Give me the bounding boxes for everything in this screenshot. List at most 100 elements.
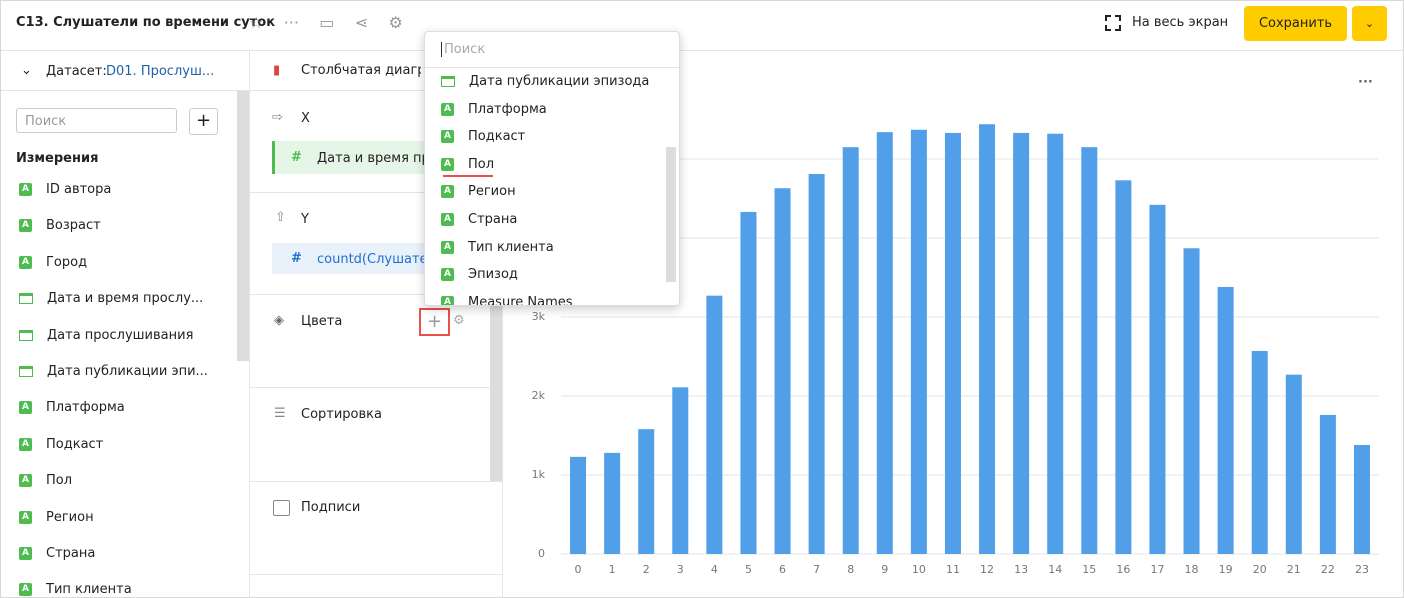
field-item[interactable]: A Measure Names [441, 295, 573, 305]
bar [1285, 374, 1302, 554]
save-menu[interactable]: ⌄ [1352, 6, 1387, 41]
x-tick-label: 10 [912, 563, 926, 576]
field-label: Пол [468, 156, 495, 172]
field-item[interactable]: A Возраст [19, 218, 101, 233]
type-icon: A [19, 401, 32, 415]
x-tick-label: 9 [881, 563, 888, 576]
field-label: Возраст [46, 218, 101, 234]
type-icon: A [19, 255, 32, 269]
fullscreen-button[interactable]: На весь экран [1132, 15, 1229, 30]
bar [944, 132, 961, 554]
bar [638, 429, 655, 554]
arrow-icon: ⇧ [275, 210, 286, 225]
chart-kind[interactable]: Столбчатая диаграм [301, 63, 421, 78]
chart-icon: ▮ [273, 63, 281, 78]
field-label: Подкаст [46, 436, 104, 452]
chevron[interactable]: ⌄ [21, 63, 32, 78]
divider [425, 67, 679, 68]
field-item[interactable]: A Страна [441, 212, 517, 227]
section-title: X [301, 111, 310, 126]
field-label: Дата публикации эпизода [469, 74, 650, 89]
divider [250, 90, 490, 91]
add-color[interactable]: + [419, 308, 450, 336]
field-label: Дата и время прос [317, 151, 445, 166]
x-tick-label: 18 [1185, 563, 1199, 576]
field-item[interactable]: A Регион [19, 510, 94, 525]
field-label: Страна [46, 546, 96, 561]
field-item[interactable]: Дата прослушивания [19, 328, 193, 343]
x-tick-label: 19 [1219, 563, 1233, 576]
x-tick-label: 23 [1355, 563, 1369, 576]
field-item[interactable]: A Платформа [441, 102, 547, 117]
date-icon [19, 329, 33, 341]
settings-icon[interactable]: ⚙ [453, 313, 465, 328]
field-item[interactable]: A Платформа [19, 400, 125, 415]
field-item[interactable]: A Город [19, 255, 87, 270]
bar [1013, 132, 1030, 554]
type-icon: A [19, 510, 32, 524]
field-label: Пол [46, 473, 73, 489]
field-item[interactable]: A Подкаст [19, 437, 103, 452]
save-button[interactable]: Сохранить [1244, 6, 1347, 41]
bar [1149, 204, 1166, 554]
field-item[interactable]: A Регион [441, 184, 516, 199]
section-title: Сортировка [301, 407, 382, 422]
field-item[interactable]: Дата публикации эпи... [19, 364, 208, 379]
type-icon: A [19, 474, 32, 488]
field-label: Регион [468, 184, 516, 200]
chart-menu[interactable]: ··· [1358, 75, 1373, 90]
field-item[interactable]: A Пол [19, 473, 72, 488]
field-item[interactable]: A Тип клиента [19, 582, 132, 597]
field-item[interactable]: Дата и время прослу... [19, 291, 203, 306]
bar [1081, 147, 1098, 554]
x-tick-label: 17 [1150, 563, 1164, 576]
x-tick-label: 5 [745, 563, 752, 576]
field-icon: # [291, 251, 302, 266]
bar [1319, 414, 1336, 554]
x-tick-label: 12 [980, 563, 994, 576]
x-tick-label: 4 [711, 563, 718, 576]
toolbar-icons[interactable]: ☆ ··· ▭ ⋖ ⚙ [249, 13, 403, 32]
x-tick-label: 1 [609, 563, 616, 576]
field-label: Регион [46, 509, 94, 525]
dropdown-search[interactable]: Поиск [441, 42, 485, 57]
bar [842, 147, 859, 554]
header [1, 1, 1403, 51]
field-label: Дата публикации эпи... [47, 364, 208, 379]
field-item[interactable]: A Страна [19, 546, 95, 561]
bar [706, 295, 723, 554]
add-button[interactable]: + [189, 108, 218, 135]
section-title: Y [301, 212, 309, 227]
field-item[interactable]: A ID автора [19, 182, 111, 197]
bar [910, 129, 927, 554]
x-tick-label: 22 [1321, 563, 1335, 576]
field-item[interactable]: A Пол [441, 157, 494, 172]
x-tick-label: 21 [1287, 563, 1301, 576]
field-label: Подкаст [468, 129, 526, 145]
field-label: Страна [468, 212, 518, 227]
field-item[interactable]: A Тип клиента [441, 240, 554, 255]
labels-icon [273, 500, 290, 516]
field-item[interactable]: A Эпизод [441, 267, 518, 282]
field-item[interactable]: A Подкаст [441, 129, 525, 144]
bar [672, 387, 689, 554]
underline [443, 175, 493, 177]
type-icon: A [441, 268, 454, 282]
search-input[interactable]: Поиск [16, 108, 177, 133]
x-tick-label: 8 [847, 563, 854, 576]
bar [570, 456, 587, 554]
dataset-link[interactable]: D01. Прослуш... [106, 64, 215, 79]
bar [979, 124, 996, 555]
type-icon: A [19, 219, 32, 233]
arrow-icon: ⇨ [272, 110, 283, 125]
divider [250, 481, 502, 482]
bar [1183, 248, 1200, 554]
field-label: Эпизод [468, 267, 518, 283]
date-icon [19, 366, 33, 377]
fullscreen-icon[interactable] [1105, 15, 1121, 31]
y-tick-label: 2k [532, 389, 546, 402]
field-label: ID автора [46, 182, 112, 197]
field-item[interactable]: Дата публикации эпизода [441, 74, 649, 89]
bar [740, 211, 757, 554]
